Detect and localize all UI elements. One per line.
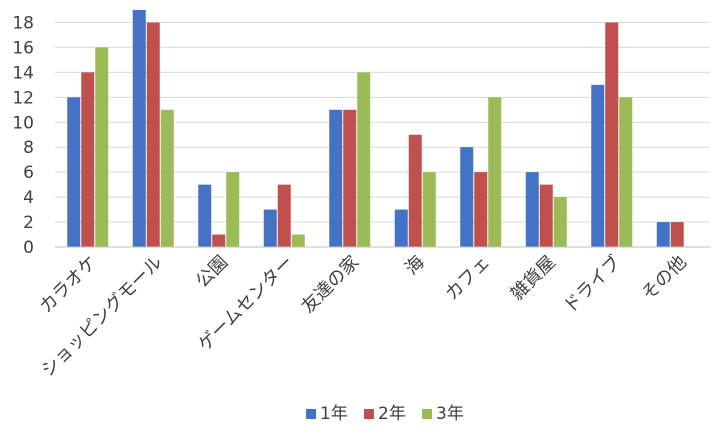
y-tick-label: 0 <box>23 238 34 258</box>
bar <box>422 172 436 247</box>
bar <box>394 209 408 247</box>
bar <box>474 172 488 247</box>
legend-label: 3年 <box>436 404 464 424</box>
bar <box>329 109 343 247</box>
y-tick-label: 18 <box>12 13 34 33</box>
bar <box>619 97 633 247</box>
bar <box>357 72 371 247</box>
bar <box>198 184 212 247</box>
bar <box>539 184 553 247</box>
legend: 1年 2年 3年 <box>306 404 464 424</box>
bar <box>67 97 81 247</box>
legend-label: 2年 <box>378 404 406 424</box>
bar <box>146 22 160 248</box>
bar <box>212 234 226 247</box>
bar <box>525 172 539 247</box>
x-axis-category-labels: カラオケショッピングモール 公園ゲームセンター 友達の家海カフェ 雑貨屋 ドライブ その他 <box>36 251 691 381</box>
y-tick-label: 10 <box>12 113 34 133</box>
y-tick-label: 4 <box>23 188 34 208</box>
x-category-label: 公園 <box>192 252 232 292</box>
legend-swatch <box>422 409 432 419</box>
x-category-label: 雑貨屋 <box>507 252 560 305</box>
y-tick-label: 2 <box>23 213 34 233</box>
bar <box>263 209 277 247</box>
bar <box>226 172 240 247</box>
bars <box>67 10 684 248</box>
bar <box>132 10 146 247</box>
y-axis-ticks: 0 2 4 6 8 10 12 14 16 18 <box>12 13 34 258</box>
bar <box>605 22 619 248</box>
legend-label: 1年 <box>320 404 348 424</box>
bar <box>656 222 670 247</box>
bar <box>488 97 502 247</box>
y-tick-label: 8 <box>23 138 34 158</box>
bar <box>670 222 684 247</box>
bar <box>277 184 291 247</box>
x-category-label: ドライブ <box>559 251 625 317</box>
bar <box>408 134 422 247</box>
legend-swatch <box>306 409 316 419</box>
y-tick-label: 14 <box>12 63 34 83</box>
x-category-label: ショッピングモール <box>37 252 166 381</box>
legend-swatch <box>364 409 374 419</box>
bar <box>553 197 567 247</box>
y-tick-label: 16 <box>12 38 34 58</box>
bar <box>591 84 605 247</box>
x-category-label: 友達の家 <box>298 252 364 318</box>
y-tick-label: 6 <box>23 163 34 183</box>
bar <box>343 109 357 247</box>
x-category-label: カラオケ <box>36 252 102 318</box>
x-category-label: その他 <box>638 252 691 305</box>
bar <box>81 72 95 247</box>
bar <box>95 47 109 247</box>
x-category-label: 海 <box>401 252 429 280</box>
bar <box>460 147 474 247</box>
x-category-label: カフェ <box>441 252 494 305</box>
bar <box>160 109 174 247</box>
bar <box>291 234 305 247</box>
y-tick-label: 12 <box>12 88 34 108</box>
